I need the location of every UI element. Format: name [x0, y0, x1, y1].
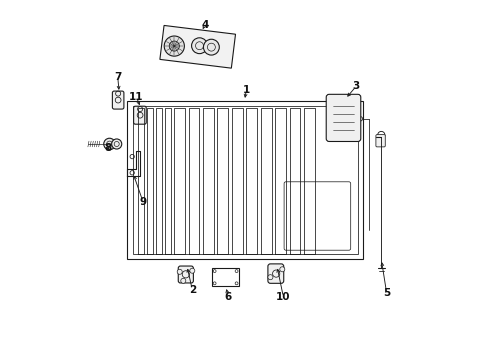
Text: 4: 4 — [201, 20, 208, 30]
FancyBboxPatch shape — [267, 264, 283, 283]
Circle shape — [358, 117, 362, 121]
Circle shape — [203, 39, 219, 55]
Circle shape — [191, 38, 207, 54]
FancyBboxPatch shape — [325, 94, 360, 141]
Circle shape — [111, 139, 122, 149]
Text: 2: 2 — [188, 285, 196, 295]
Circle shape — [169, 41, 179, 51]
Bar — [160, 26, 235, 68]
Bar — [212, 268, 239, 286]
Circle shape — [177, 269, 182, 274]
Text: 7: 7 — [114, 72, 121, 82]
Text: 8: 8 — [104, 143, 111, 153]
FancyBboxPatch shape — [375, 135, 385, 147]
Circle shape — [103, 138, 115, 150]
FancyBboxPatch shape — [178, 266, 193, 283]
FancyBboxPatch shape — [133, 106, 146, 124]
Text: 1: 1 — [242, 85, 249, 95]
Circle shape — [164, 36, 184, 56]
Text: 10: 10 — [276, 292, 290, 302]
Text: 9: 9 — [139, 197, 146, 207]
Circle shape — [189, 268, 194, 273]
Circle shape — [181, 278, 185, 283]
Bar — [127, 101, 363, 259]
Circle shape — [267, 275, 272, 280]
Text: 11: 11 — [129, 92, 143, 102]
Text: 5: 5 — [382, 288, 389, 298]
Bar — [133, 106, 357, 254]
Text: 6: 6 — [224, 292, 231, 302]
Circle shape — [279, 267, 284, 272]
Text: 3: 3 — [352, 81, 359, 91]
FancyBboxPatch shape — [112, 91, 123, 109]
